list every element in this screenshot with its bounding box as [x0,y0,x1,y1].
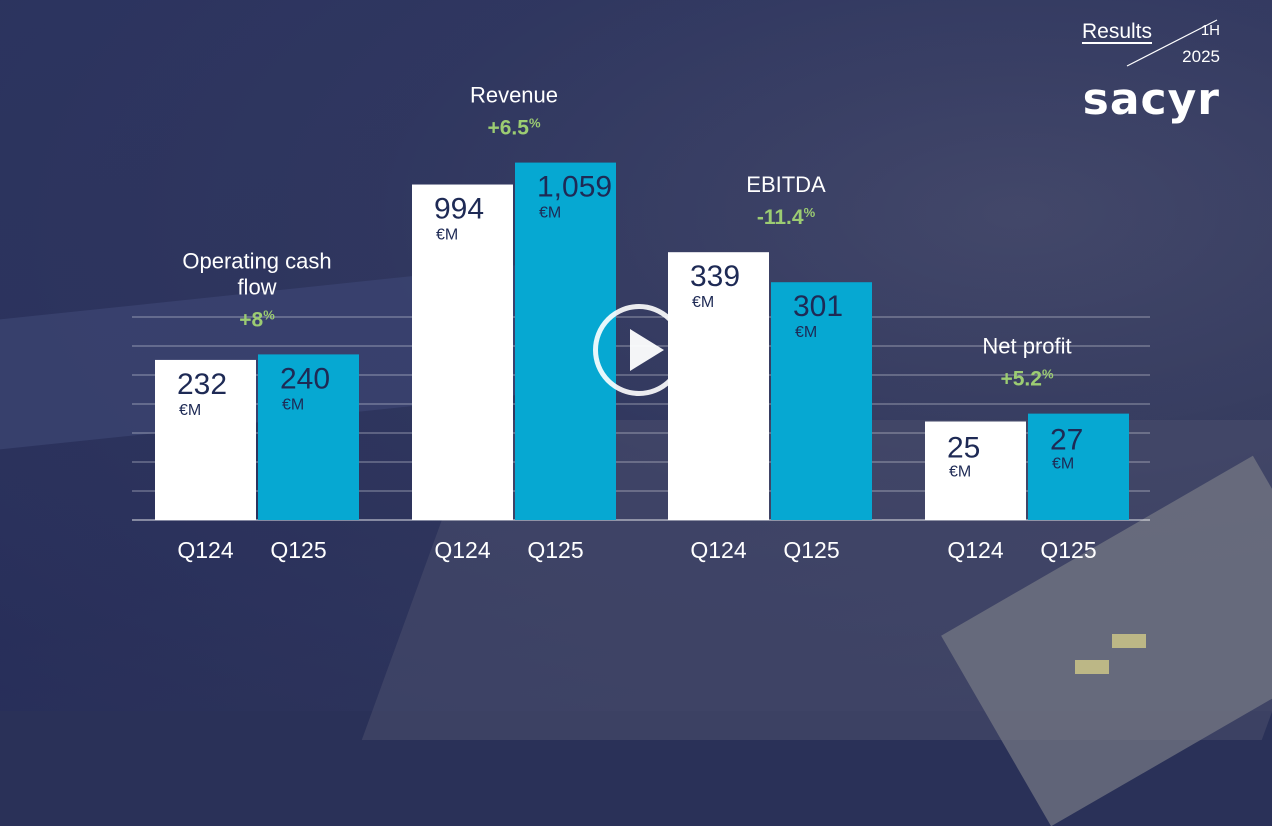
bar-value-label: 240 [280,362,330,395]
bar-value-label: 339 [690,260,740,293]
bar-q124 [925,421,1026,520]
background-marker [1112,634,1146,648]
year-label: 2025 [1182,47,1220,66]
bar-q124 [412,184,513,520]
metric-title: Operating cash [182,248,331,273]
bar-unit-label: €M [282,396,304,413]
bar-value-label: 301 [793,290,843,323]
background-marker [1075,660,1109,674]
category-tick-label: Q125 [270,537,326,563]
metric-growth: +6.5% [487,116,540,140]
metric-growth: +5.2% [1000,367,1053,391]
metric-growth: +8% [239,307,275,331]
metric-growth: -11.4% [757,205,816,229]
slash-divider [1126,19,1218,67]
bar-q125 [1028,413,1129,520]
bar-value-label: 25 [947,432,980,465]
category-tick-label: Q124 [177,537,233,563]
bar-unit-label: €M [949,464,971,481]
bar-q124 [155,359,256,520]
bar-unit-label: €M [436,227,458,244]
bar-q124 [668,252,769,520]
category-tick-label: Q125 [1040,537,1096,563]
bar-unit-label: €M [179,402,201,419]
category-tick-label: Q125 [527,537,583,563]
category-tick-label: Q125 [783,537,839,563]
bars [155,162,1129,520]
bar-value-label: 232 [177,368,227,401]
bar-value-label: 1,059 [537,171,612,204]
category-tick-label: Q124 [947,537,1003,563]
category-tick-label: Q124 [690,537,746,563]
bar-value-label: 994 [434,193,484,226]
bar-unit-label: €M [1052,456,1074,473]
bar-value-label: 27 [1050,424,1083,457]
bar-q125 [771,282,872,520]
metric-title: Net profit [982,334,1071,359]
sacyr-logo: sacyr [1082,74,1220,125]
period-label: 1H [1200,22,1220,39]
bar-unit-label: €M [692,294,714,311]
metric-title: flow [237,274,276,299]
bar-q125 [258,354,359,520]
bar-unit-label: €M [539,205,561,222]
play-button[interactable] [593,304,685,396]
category-tick-label: Q124 [434,537,490,563]
metric-title: EBITDA [746,172,826,197]
metric-title: Revenue [470,83,558,108]
play-icon [630,329,664,371]
bar-unit-label: €M [795,324,817,341]
results-label: Results [1081,20,1152,43]
